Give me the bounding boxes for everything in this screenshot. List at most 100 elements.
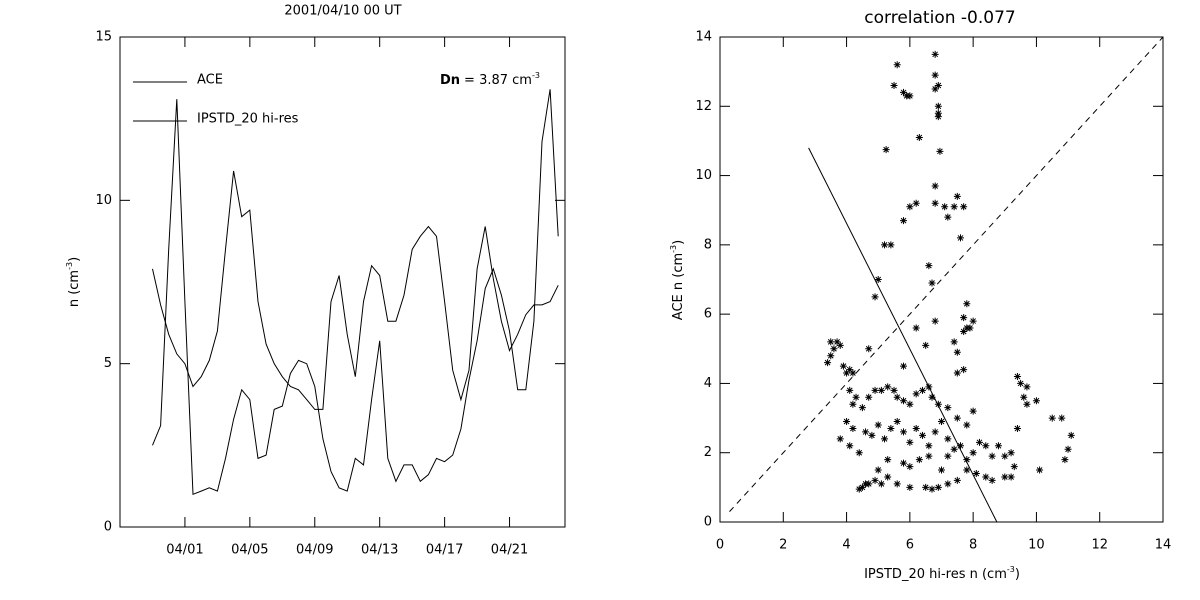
scatter-point (928, 393, 936, 401)
scatter-point (906, 203, 914, 211)
label-text: ACE n (cm (671, 253, 686, 320)
left-title: 2001/04/10 00 UT (284, 4, 401, 19)
scatter-point (966, 324, 974, 332)
scatter-point (893, 480, 901, 488)
scatter-point (934, 400, 942, 408)
scatter-point (972, 470, 980, 477)
x-tick-label: 12 (1091, 538, 1108, 553)
scatter-point (830, 345, 838, 353)
scatter-point (827, 338, 835, 346)
scatter-point (871, 386, 879, 394)
scatter-point (871, 476, 879, 484)
scatter-point (1048, 414, 1056, 422)
scatter-point (963, 421, 971, 429)
scatter-point (931, 182, 939, 190)
annotation-symbol: Dn (440, 73, 460, 88)
scatter-point (931, 428, 939, 436)
y-tick-label: 2 (704, 445, 712, 460)
right-title: correlation -0.077 (864, 8, 1015, 28)
scatter-point (963, 466, 971, 474)
scatter-point (882, 146, 890, 154)
scatter-point (884, 383, 892, 391)
scatter-point (931, 71, 939, 79)
scatter-point (960, 366, 968, 374)
scatter-point (874, 466, 882, 474)
scatter-point (852, 393, 860, 401)
scatter-point (884, 456, 892, 464)
label-text: n (cm (67, 270, 82, 307)
scatter-point (912, 199, 920, 207)
scatter-point (950, 338, 958, 346)
scatter-point (953, 476, 961, 484)
scatter-point (922, 341, 930, 349)
scatter-point (836, 435, 844, 443)
scatter-point (925, 262, 933, 270)
scatter-point (982, 442, 990, 450)
label-text: ) (1015, 567, 1020, 582)
scatter-point (1017, 379, 1025, 387)
plot-frame (119, 36, 566, 528)
scatter-point (931, 199, 939, 207)
scatter-point (1032, 397, 1040, 405)
scatter-point (950, 203, 958, 211)
scatter-point (906, 463, 914, 471)
scatter-point (988, 476, 996, 484)
scatter-point (950, 445, 958, 453)
scatter-point (934, 82, 942, 89)
x-tick-label: 04/17 (426, 543, 463, 558)
scatter-point (900, 397, 908, 405)
scatter-point (871, 293, 879, 301)
scatter-point (906, 438, 914, 446)
scatter-point (982, 473, 990, 481)
scatter-point (846, 386, 854, 394)
scatter-point (865, 345, 873, 353)
scatter-point (912, 424, 920, 432)
scatter-point (915, 456, 923, 464)
scatter-point (881, 241, 889, 249)
scatter-point (1007, 473, 1015, 481)
scatter-point (969, 407, 977, 415)
scatter-point (1020, 393, 1028, 401)
scatter-point (915, 133, 923, 141)
scatter-point (944, 452, 952, 460)
x-tick-label: 6 (906, 538, 914, 553)
scatter-point (900, 428, 908, 436)
label-sup: -3 (1007, 565, 1015, 574)
scatter-point (960, 314, 968, 322)
scatter-point (893, 418, 901, 426)
legend-label: IPSTD_20 hi-res (197, 112, 299, 127)
scatter-point (1061, 456, 1069, 464)
scatter-point (963, 300, 971, 308)
series-line (152, 170, 559, 410)
x-tick-label: 10 (1028, 538, 1045, 553)
x-tick-label: 8 (969, 538, 977, 553)
scatter-point (1064, 445, 1072, 453)
scatter-point (1007, 449, 1015, 457)
scatter-point (953, 348, 961, 356)
scatter-point (893, 393, 901, 401)
scatter-point (934, 102, 942, 110)
scatter-point (941, 203, 949, 211)
scatter-point (938, 466, 945, 474)
scatter-point (874, 421, 882, 429)
scatter-point (1001, 473, 1009, 481)
reference-line (729, 36, 1164, 512)
scatter-point (884, 473, 892, 481)
scatter-point (893, 61, 901, 69)
scatter-point (833, 338, 841, 346)
scatter-point (934, 483, 942, 491)
y-tick-label: 10 (95, 193, 112, 208)
scatter-point (969, 449, 977, 457)
scatter-point (865, 393, 873, 401)
scatter-point (906, 483, 914, 491)
scatter-point (928, 279, 936, 287)
scatter-point (846, 366, 854, 374)
x-tick-label: 04/09 (296, 543, 333, 558)
y-tick-label: 6 (704, 307, 712, 322)
scatter-point (868, 431, 876, 439)
y-tick-label: 0 (104, 520, 112, 535)
scatter-point (912, 324, 920, 332)
scatter-point (956, 442, 964, 450)
scatter-point (944, 480, 952, 488)
scatter-point (994, 442, 1002, 450)
